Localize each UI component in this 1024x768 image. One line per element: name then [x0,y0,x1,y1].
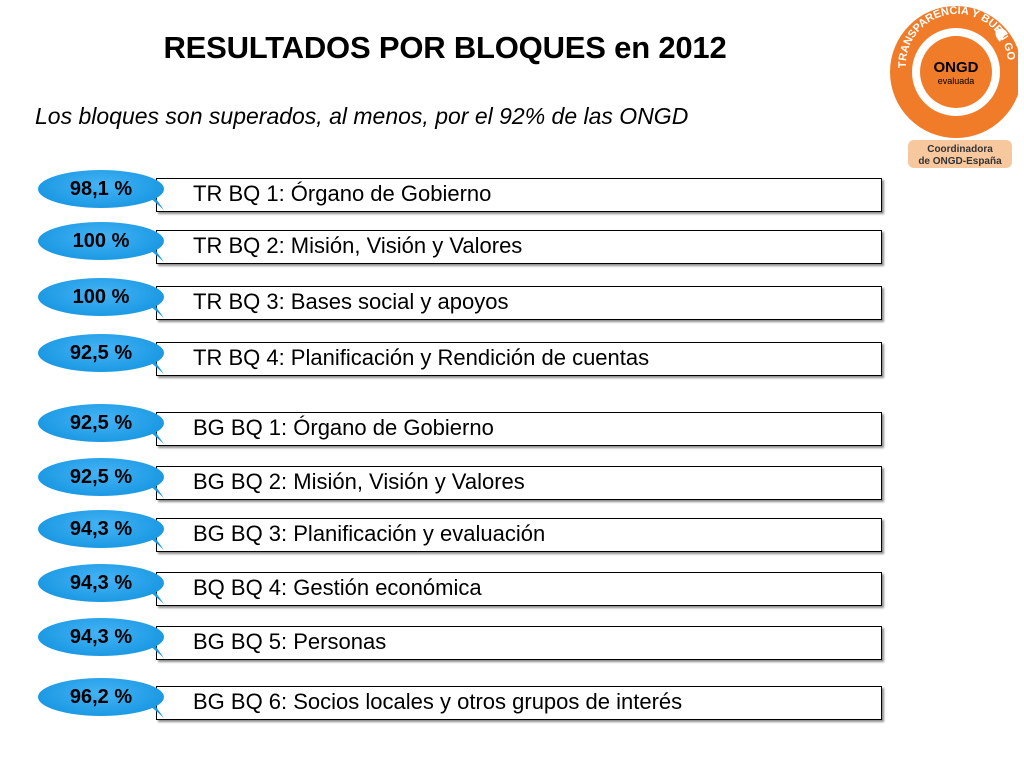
block-label: BG BQ 3: Planificación y evaluación [193,521,546,546]
block-bar: BG BQ 1: Órgano de Gobierno [156,412,882,446]
percent-badge: 94,3 % [38,510,164,548]
block-bar: BG BQ 6: Socios locales y otros grupos d… [156,686,882,720]
block-bar: TR BQ 4: Planificación y Rendición de cu… [156,342,882,376]
logo-leaf-icon [995,28,1008,42]
percent-badge: 92,5 % [38,404,164,442]
logo-center-main: ONGD [934,59,979,76]
block-label: BG BQ 5: Personas [193,629,387,654]
percent-badge: 100 % [38,222,164,260]
page-subtitle: Los bloques son superados, al menos, por… [35,103,689,129]
page-title: RESULTADOS POR BLOQUES en 2012 [163,30,727,65]
percent-badge: 98,1 % [38,170,164,208]
percent-badge: 100 % [38,278,164,316]
block-label: TR BQ 3: Bases social y apoyos [193,289,509,314]
logo-org-line1: Coordinadora [927,144,993,155]
block-bar: TR BQ 1: Órgano de Gobierno [156,178,882,212]
block-label: TR BQ 2: Misión, Visión y Valores [193,233,523,258]
logo-center [920,36,992,108]
percent-badge: 94,3 % [38,618,164,656]
ongd-logo: TRANSPARENCIA Y BUEN GOBIERNO ONGD evalu… [888,0,1018,168]
block-label: BG BQ 6: Socios locales y otros grupos d… [193,689,683,714]
block-label: BG BQ 2: Misión, Visión y Valores [193,469,525,494]
percent-badge: 96,2 % [38,678,164,716]
block-bar: TR BQ 2: Misión, Visión y Valores [156,230,882,264]
block-bar: BQ BQ 4: Gestión económica [156,572,882,606]
block-bar: BG BQ 2: Misión, Visión y Valores [156,466,882,500]
logo-org-box [908,140,1012,168]
block-bar: BG BQ 5: Personas [156,626,882,660]
block-bar: BG BQ 3: Planificación y evaluación [156,518,882,552]
logo-center-sub: evaluada [938,76,975,86]
block-label: BQ BQ 4: Gestión económica [193,575,482,600]
percent-badge: 92,5 % [38,334,164,372]
percent-badge: 92,5 % [38,458,164,496]
block-label: TR BQ 4: Planificación y Rendición de cu… [193,345,650,370]
logo-org-line2: de ONGD-España [918,156,1002,167]
block-bar: TR BQ 3: Bases social y apoyos [156,286,882,320]
block-label: BG BQ 1: Órgano de Gobierno [193,415,494,440]
percent-badge: 94,3 % [38,564,164,602]
block-label: TR BQ 1: Órgano de Gobierno [193,181,492,206]
